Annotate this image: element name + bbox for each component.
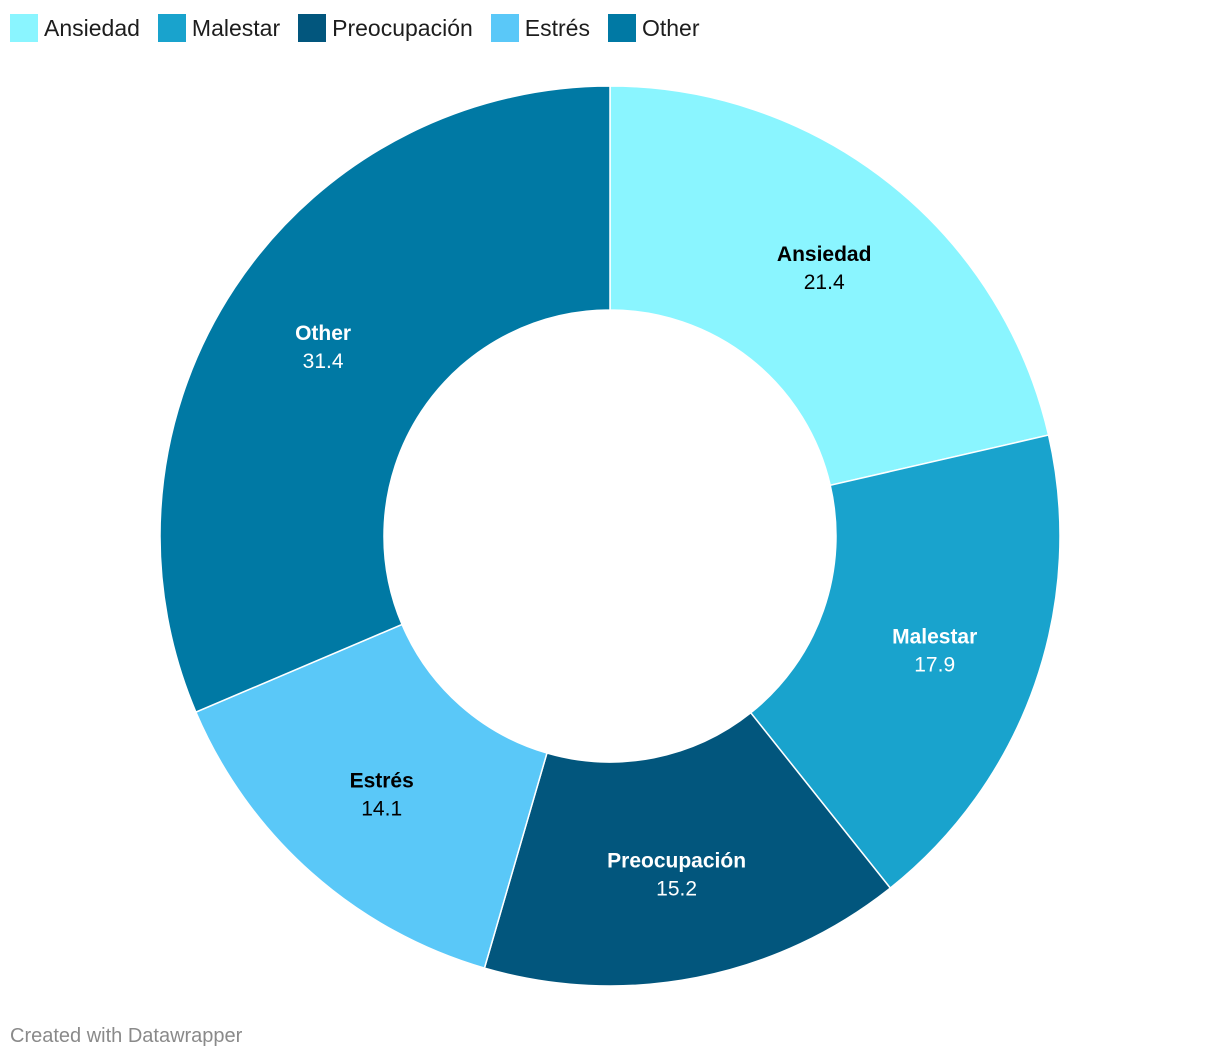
legend-swatch	[490, 14, 519, 42]
legend-label: Ansiedad	[44, 15, 140, 41]
slice-label: Estrés	[350, 769, 414, 792]
legend-item-estres: Estrés	[490, 14, 590, 42]
chart-legend: Ansiedad Malestar Preocupación Estrés Other	[10, 12, 718, 44]
slice-value: 31.4	[303, 350, 344, 373]
slice-value: 15.2	[656, 878, 697, 901]
donut-slice-malestar	[749, 434, 1061, 890]
legend-item-preocupacion: Preocupación	[298, 14, 473, 42]
slice-label: Malestar	[892, 626, 977, 649]
legend-swatch	[157, 14, 186, 42]
legend-swatch	[10, 14, 38, 42]
slice-value: 17.9	[914, 654, 955, 677]
legend-label: Other	[641, 15, 700, 41]
footer-credit: Created with Datawrapper	[10, 1025, 243, 1047]
legend-label: Estrés	[524, 15, 590, 41]
donut-slice-ansiedad	[609, 85, 1050, 487]
legend-swatch	[607, 14, 636, 42]
slice-label: Preocupación	[607, 850, 746, 873]
donut-slice-estres	[194, 623, 548, 970]
slice-value: 21.4	[804, 271, 845, 294]
donut-chart: Ansiedad 21.4 Malestar 17.9 Preocupación 15.2…	[159, 85, 1061, 987]
legend-label: Malestar	[191, 15, 281, 41]
slice-label: Other	[295, 322, 351, 345]
legend-item-other: Other	[607, 14, 700, 42]
slice-value: 14.1	[361, 797, 402, 820]
legend-item-ansiedad: Ansiedad	[10, 14, 140, 42]
legend-label: Preocupación	[332, 15, 473, 41]
donut-slice-other	[159, 85, 611, 714]
legend-swatch	[298, 14, 327, 42]
slice-label: Ansiedad	[777, 243, 872, 266]
donut-slice-preocupacion	[483, 711, 892, 987]
legend-item-malestar: Malestar	[157, 14, 281, 42]
